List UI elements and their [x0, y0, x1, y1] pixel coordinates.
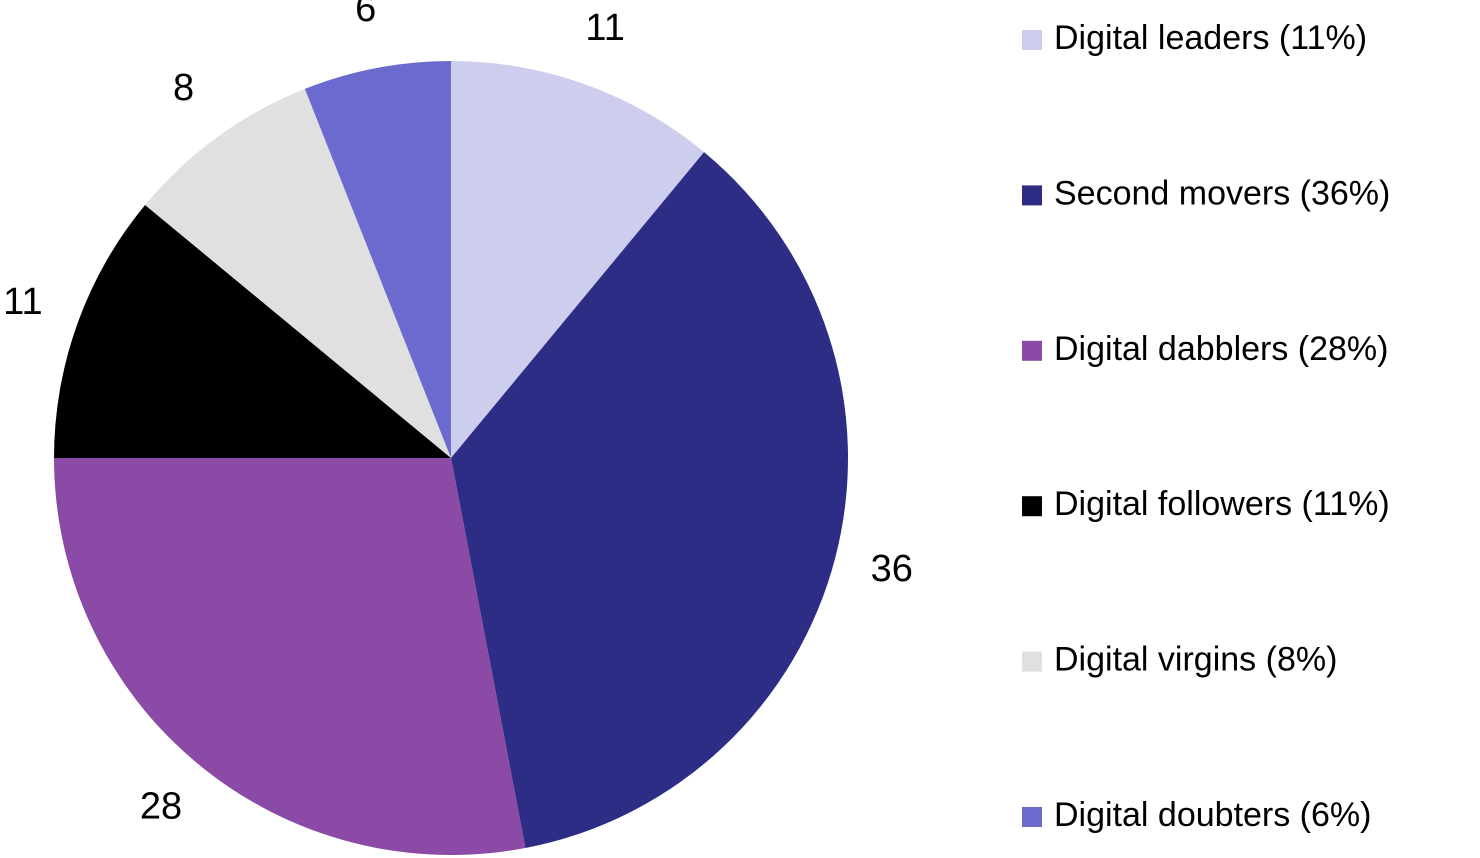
legend-label: Digital dabblers (28%): [1054, 330, 1389, 368]
legend-label: Digital leaders (11%): [1054, 19, 1367, 57]
pie-slice: [54, 204, 451, 458]
legend-swatch: [1022, 340, 1042, 361]
pie-slice: [451, 61, 705, 458]
legend-swatch: [1022, 651, 1042, 672]
pie-slice: [304, 61, 451, 458]
legend-label: Digital doubters (6%): [1054, 796, 1371, 834]
data-label: 6: [355, 0, 376, 30]
legend-label: Digital followers (11%): [1054, 485, 1390, 523]
legend-swatch: [1022, 185, 1042, 206]
data-label: 36: [871, 548, 913, 590]
pie-slice: [54, 458, 526, 855]
legend-label: Second movers (36%): [1054, 174, 1390, 212]
data-label: 28: [140, 786, 182, 828]
legend-swatch: [1022, 496, 1042, 517]
pie-slice: [451, 152, 848, 848]
pie-slice: [145, 88, 451, 459]
data-label: 11: [585, 7, 624, 49]
legend-swatch: [1022, 30, 1042, 50]
legend-swatch: [1022, 807, 1042, 827]
data-label: 8: [173, 67, 194, 109]
data-label: 11: [3, 281, 42, 323]
legend-label: Digital virgins (8%): [1054, 641, 1337, 679]
